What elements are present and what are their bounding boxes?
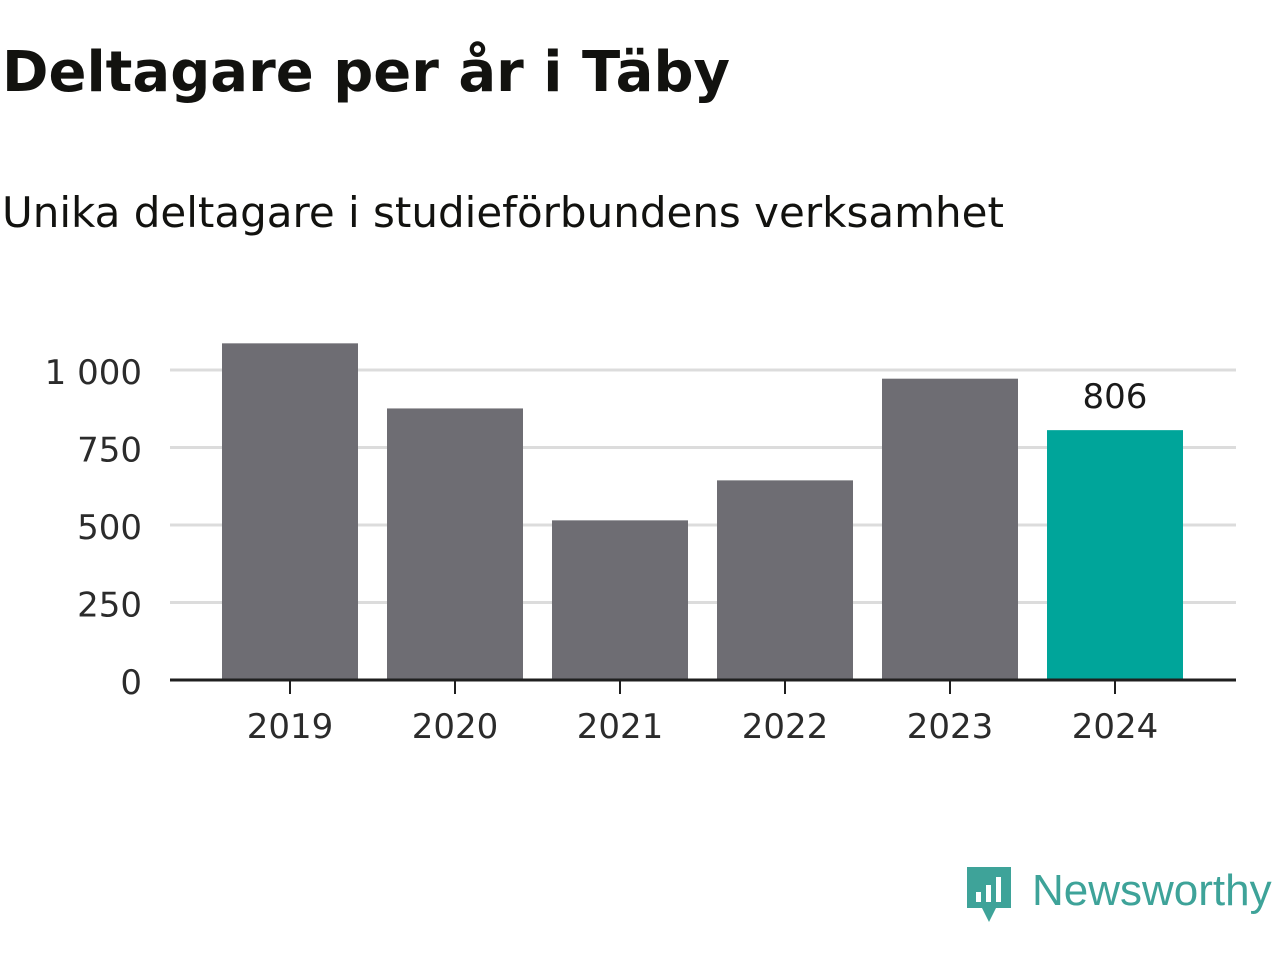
data-label: 806 <box>1083 377 1148 417</box>
x-tick-label: 2023 <box>907 707 994 747</box>
x-tick-label: 2019 <box>247 707 334 747</box>
y-tick-label: 500 <box>77 508 142 548</box>
y-tick-label: 750 <box>77 431 142 471</box>
bar-2021 <box>552 520 688 680</box>
x-tick-label: 2021 <box>577 707 664 747</box>
y-tick-label: 0 <box>120 663 142 703</box>
y-tick-label: 1 000 <box>45 353 142 393</box>
x-tick-label: 2022 <box>742 707 829 747</box>
axes: 0 250 500 750 1 000 2019 2020 2021 2022 2023 2024 <box>45 353 1236 747</box>
newsworthy-logo-icon <box>967 867 1011 922</box>
x-tick-label: 2024 <box>1072 707 1159 747</box>
brand-name: Newsworthy <box>1032 866 1272 915</box>
bar-2023 <box>882 378 1018 680</box>
chart-title: Deltagare per år i Täby <box>2 40 731 105</box>
x-tick-label: 2020 <box>412 707 499 747</box>
brand-logo: Newsworthy <box>964 864 1272 926</box>
bar-2019 <box>222 343 358 680</box>
data-labels: 806 <box>1083 377 1148 417</box>
bars <box>222 343 1183 680</box>
y-tick-label: 250 <box>77 586 142 626</box>
chart-subtitle: Unika deltagare i studieförbundens verks… <box>2 188 1004 237</box>
bar-2024 <box>1047 430 1183 680</box>
bar-2022 <box>717 480 853 680</box>
bar-2020 <box>387 408 523 680</box>
